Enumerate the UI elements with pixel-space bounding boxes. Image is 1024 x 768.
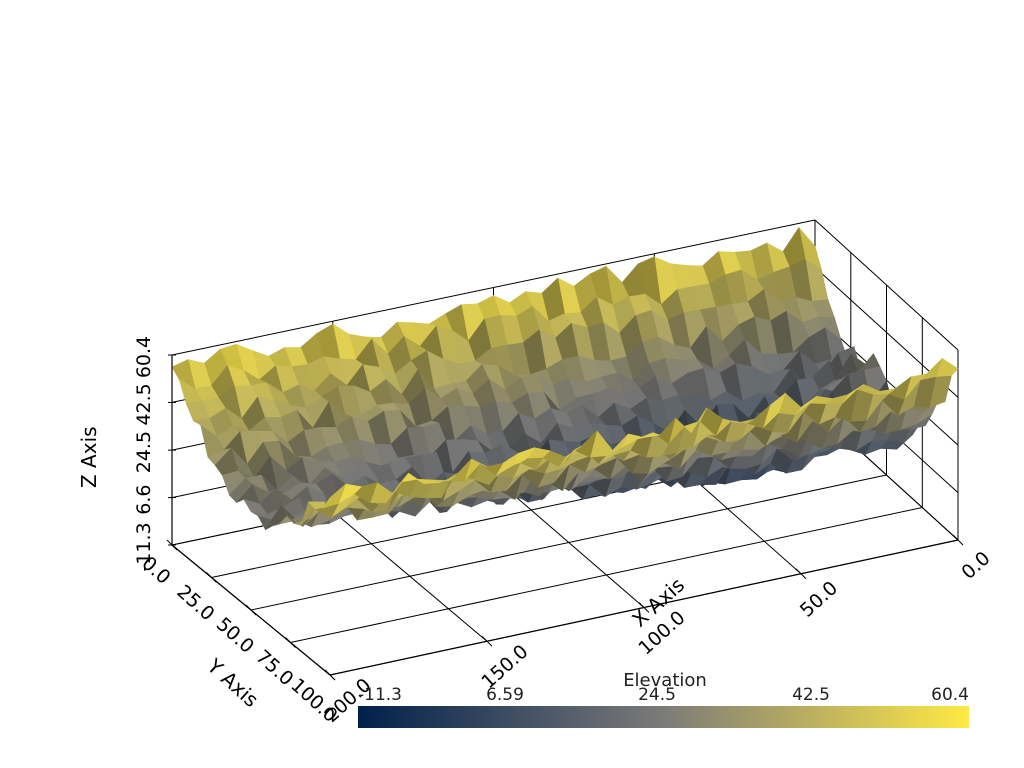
colorbar-ticks: -11.3 6.59 24.5 42.5 60.4 <box>358 685 969 705</box>
grid-line <box>290 507 923 643</box>
z-tick-label: 60.4 <box>133 336 155 378</box>
surface-cell <box>322 483 346 509</box>
colorbar-tick-label: 6.59 <box>486 685 524 705</box>
y-tick-mark <box>285 637 296 648</box>
x-tick-mark <box>638 602 650 613</box>
y-tick-mark <box>245 604 257 616</box>
colorbar-tick-label: 24.5 <box>638 685 676 705</box>
elevation-surface <box>171 226 959 531</box>
x-tick-mark <box>481 635 493 647</box>
z-tick-label: -11.3 <box>133 522 155 571</box>
colorbar-tick-label: 42.5 <box>792 685 830 705</box>
colorbar-title: Elevation <box>623 670 707 691</box>
grid-line <box>171 219 816 356</box>
x-tick-label: 0.0 <box>957 547 994 584</box>
z-axis-title: Z Axis <box>77 426 101 488</box>
y-tick-mark <box>324 669 336 681</box>
y-tick-label: 75.0 <box>251 646 297 691</box>
colorbar <box>358 706 969 728</box>
x-tick-label: 50.0 <box>796 577 842 622</box>
y-tick-label: 50.0 <box>212 613 258 658</box>
y-tick-mark <box>206 572 217 583</box>
colorbar-tick-label: -11.3 <box>358 685 402 705</box>
z-tick-label: 6.6 <box>133 484 155 514</box>
x-tick-mark <box>952 534 964 546</box>
x-tick-mark <box>795 568 807 580</box>
z-tick-label: 24.5 <box>133 431 155 473</box>
y-tick-label: 25.0 <box>172 581 218 626</box>
colorbar-tick-label: 60.4 <box>931 685 969 705</box>
grid-line <box>250 474 887 611</box>
z-tick-label: 42.5 <box>133 383 155 425</box>
grid-line <box>814 219 959 351</box>
